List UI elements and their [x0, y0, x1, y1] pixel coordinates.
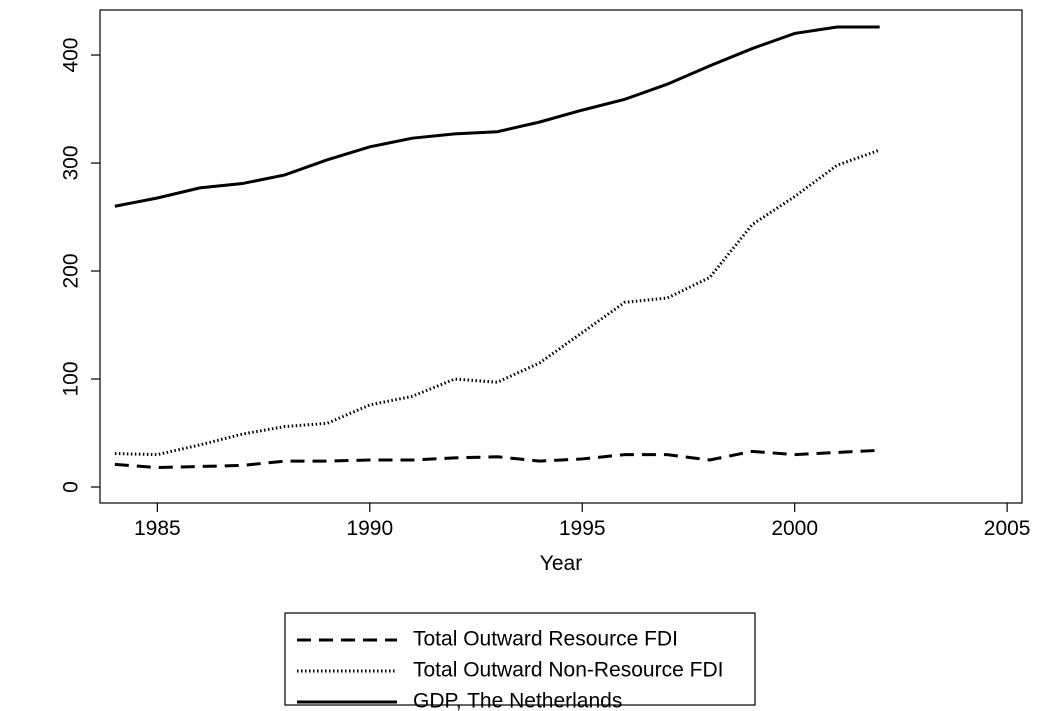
y-tick-label: 100 — [60, 361, 83, 396]
legend-box — [284, 612, 756, 706]
x-tick-label: 2000 — [771, 517, 818, 540]
y-tick-label: 0 — [60, 481, 83, 493]
x-axis-label: Year — [540, 552, 582, 575]
series-line — [114, 448, 880, 470]
y-tick-label: 200 — [60, 254, 83, 289]
y-tick-label: 400 — [60, 38, 83, 73]
x-tick-label: 1990 — [346, 517, 393, 540]
x-tick-label: 2005 — [984, 517, 1031, 540]
legend-label: GDP, The Netherlands — [413, 690, 622, 711]
legend-label: Total Outward Resource FDI — [413, 628, 678, 651]
y-tick-label: 300 — [60, 146, 83, 181]
x-tick-label: 1995 — [559, 517, 606, 540]
series-line — [114, 25, 880, 208]
legend-label: Total Outward Non-Resource FDI — [413, 659, 723, 682]
x-tick-label: 1985 — [134, 517, 181, 540]
plot-frame — [99, 9, 1023, 504]
